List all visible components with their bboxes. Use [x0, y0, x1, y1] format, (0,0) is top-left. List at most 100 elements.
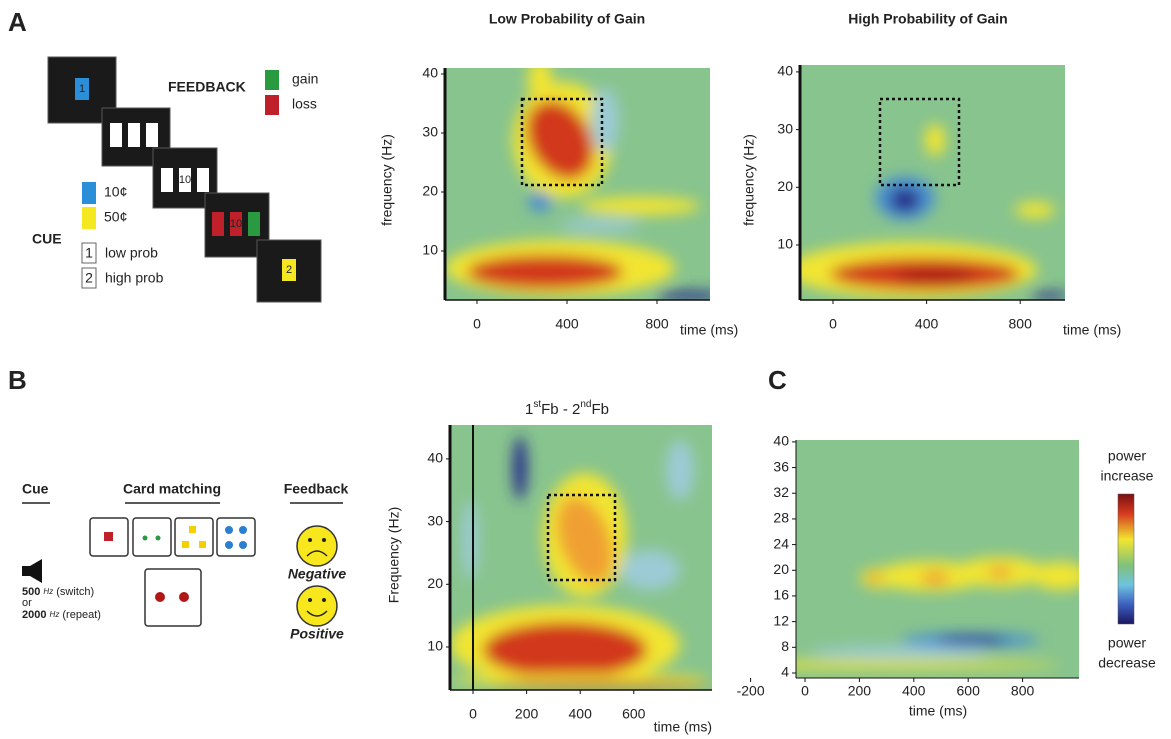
heatmap-blob: [528, 68, 552, 102]
legend-swatch: [265, 95, 279, 115]
tone: 2000: [22, 609, 46, 621]
y-tick-label: 8: [781, 638, 789, 654]
card-symbol: [225, 526, 233, 534]
colorbar: [1117, 493, 1135, 625]
x-tick-label: -200: [737, 683, 765, 699]
card: [248, 212, 260, 236]
heatmap-blobs: [796, 557, 1079, 669]
x-tick-label: 600: [622, 706, 646, 722]
x-tick-label: 400: [902, 683, 926, 699]
y-tick-label: 40: [427, 450, 443, 466]
x-tick-label: 200: [848, 683, 872, 699]
card-symbol: [142, 535, 148, 541]
legend-text: 10¢: [104, 184, 127, 200]
card-symbol: [225, 541, 233, 549]
card-symbol: [189, 526, 196, 533]
smiley-eye: [322, 598, 326, 602]
y-axis-label: frequency (Hz): [379, 134, 395, 226]
tone-unit: Hz: [50, 610, 60, 619]
heatmap-blob: [591, 88, 619, 152]
y-tick-label: 30: [777, 120, 793, 136]
heatmap-blob: [483, 622, 647, 678]
tone: 500: [22, 586, 40, 598]
y-tick-label: 4: [781, 664, 789, 680]
heatmap-blob: [1015, 202, 1055, 218]
card: [144, 568, 202, 627]
y-axis-label: Frequency (Hz): [386, 507, 402, 603]
x-tick-label: 400: [569, 706, 593, 722]
legend-box-text: 2: [85, 270, 93, 286]
plot-title: High Probability of Gain: [848, 11, 1007, 27]
heatmap-blob: [560, 219, 640, 231]
card-symbol: [179, 592, 189, 602]
smiley-eye: [308, 538, 312, 542]
x-tick-label: 800: [1009, 316, 1033, 332]
task-schematic: Cue Card matching Feedback 500 Hz (switc…: [22, 481, 349, 642]
y-tick-label: 20: [773, 561, 789, 577]
heatmap-blob: [988, 566, 1012, 578]
x-tick-label: 800: [645, 316, 669, 332]
x-tick-label: 0: [469, 706, 477, 722]
legend-box: [81, 242, 97, 264]
legend-text: loss: [292, 96, 317, 112]
heatmap: [796, 440, 1079, 678]
speaker-icon: [22, 559, 42, 583]
y-tick-label: 10: [427, 638, 443, 654]
colorbar-label: increase: [1101, 468, 1154, 484]
x-tick-label: 400: [915, 316, 939, 332]
screen-text: 10: [179, 174, 191, 186]
card: [212, 212, 224, 236]
card: [197, 168, 209, 192]
roi-box: [878, 97, 961, 187]
heatmap-blob: [462, 500, 478, 580]
tone-unit: Hz: [43, 587, 53, 596]
heatmap-blobs: [450, 436, 710, 688]
heatmap-blob: [895, 269, 975, 283]
y-tick-label: 36: [773, 458, 789, 474]
x-axis-label: time (ms): [654, 719, 712, 735]
y-tick-label: 10: [777, 236, 793, 252]
card: [128, 123, 140, 147]
task-schematic: 1 10 10 2 FEEDBACK gain loss 10¢ 50¢ CUE…: [32, 56, 322, 303]
legend-text: high prob: [105, 270, 164, 286]
heatmap-blob: [655, 291, 710, 300]
plot-title: 1stFb - 2ndFb: [525, 399, 609, 418]
heatmap-blob: [810, 646, 990, 658]
card: [132, 517, 172, 557]
heatmap: [800, 65, 1065, 300]
heatmap-blob: [526, 100, 594, 180]
smiley: [296, 585, 338, 627]
title-part: Fb - 2: [541, 401, 580, 418]
title-part: 1: [525, 401, 533, 418]
heatmap-blobs: [800, 124, 1065, 300]
heatmap-blob: [1032, 562, 1079, 590]
card: [146, 123, 158, 147]
heatmap-blob: [921, 571, 949, 585]
y-tick-label: 30: [427, 512, 443, 528]
heatmap-blob: [796, 661, 1060, 669]
legend-swatch: [265, 70, 279, 90]
x-tick-label: 0: [801, 683, 809, 699]
heatmap-blob: [556, 496, 614, 584]
smiley-mouth: [306, 550, 328, 557]
screen-text: 10: [230, 218, 242, 230]
y-tick-label: 30: [422, 124, 438, 140]
legend-text: 50¢: [104, 209, 127, 225]
label: CUE: [32, 231, 62, 247]
card: [216, 517, 256, 557]
title-part: st: [533, 399, 541, 410]
x-tick-label: 800: [1011, 683, 1035, 699]
card-symbol: [182, 541, 189, 548]
screen-text: 2: [286, 264, 292, 276]
heatmap-blob: [867, 573, 883, 583]
smiley-eye: [308, 598, 312, 602]
y-axis-label: frequency (Hz): [741, 134, 757, 226]
heatmap-blob: [513, 436, 527, 500]
card: [179, 168, 191, 192]
legend-box-text: 1: [85, 245, 93, 261]
card: [230, 212, 242, 236]
y-tick-label: 24: [773, 535, 789, 551]
heatmap-blob: [937, 636, 1007, 644]
x-axis-label: time (ms): [680, 322, 738, 338]
